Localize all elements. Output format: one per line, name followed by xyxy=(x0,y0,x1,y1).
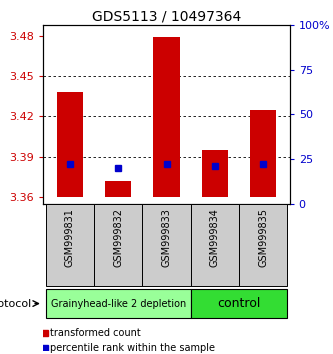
Bar xyxy=(191,204,239,286)
Bar xyxy=(142,204,191,286)
Text: GSM999835: GSM999835 xyxy=(258,208,268,267)
Bar xyxy=(250,110,276,197)
Bar xyxy=(239,204,287,286)
Title: GDS5113 / 10497364: GDS5113 / 10497364 xyxy=(92,10,241,24)
Bar xyxy=(191,289,287,318)
Text: GSM999832: GSM999832 xyxy=(113,208,123,267)
Bar xyxy=(46,289,191,318)
Text: protocol: protocol xyxy=(0,298,31,309)
Text: transformed count: transformed count xyxy=(50,328,140,338)
Text: control: control xyxy=(217,297,261,310)
Bar xyxy=(105,181,132,197)
Bar xyxy=(46,204,94,286)
Bar xyxy=(94,204,142,286)
Text: GSM999831: GSM999831 xyxy=(65,208,75,267)
Bar xyxy=(153,37,180,197)
Text: percentile rank within the sample: percentile rank within the sample xyxy=(50,343,214,353)
Text: GSM999834: GSM999834 xyxy=(210,208,220,267)
Text: GSM999833: GSM999833 xyxy=(162,208,171,267)
Bar xyxy=(57,92,83,197)
Text: Grainyhead-like 2 depletion: Grainyhead-like 2 depletion xyxy=(51,298,186,309)
Bar xyxy=(201,150,228,197)
